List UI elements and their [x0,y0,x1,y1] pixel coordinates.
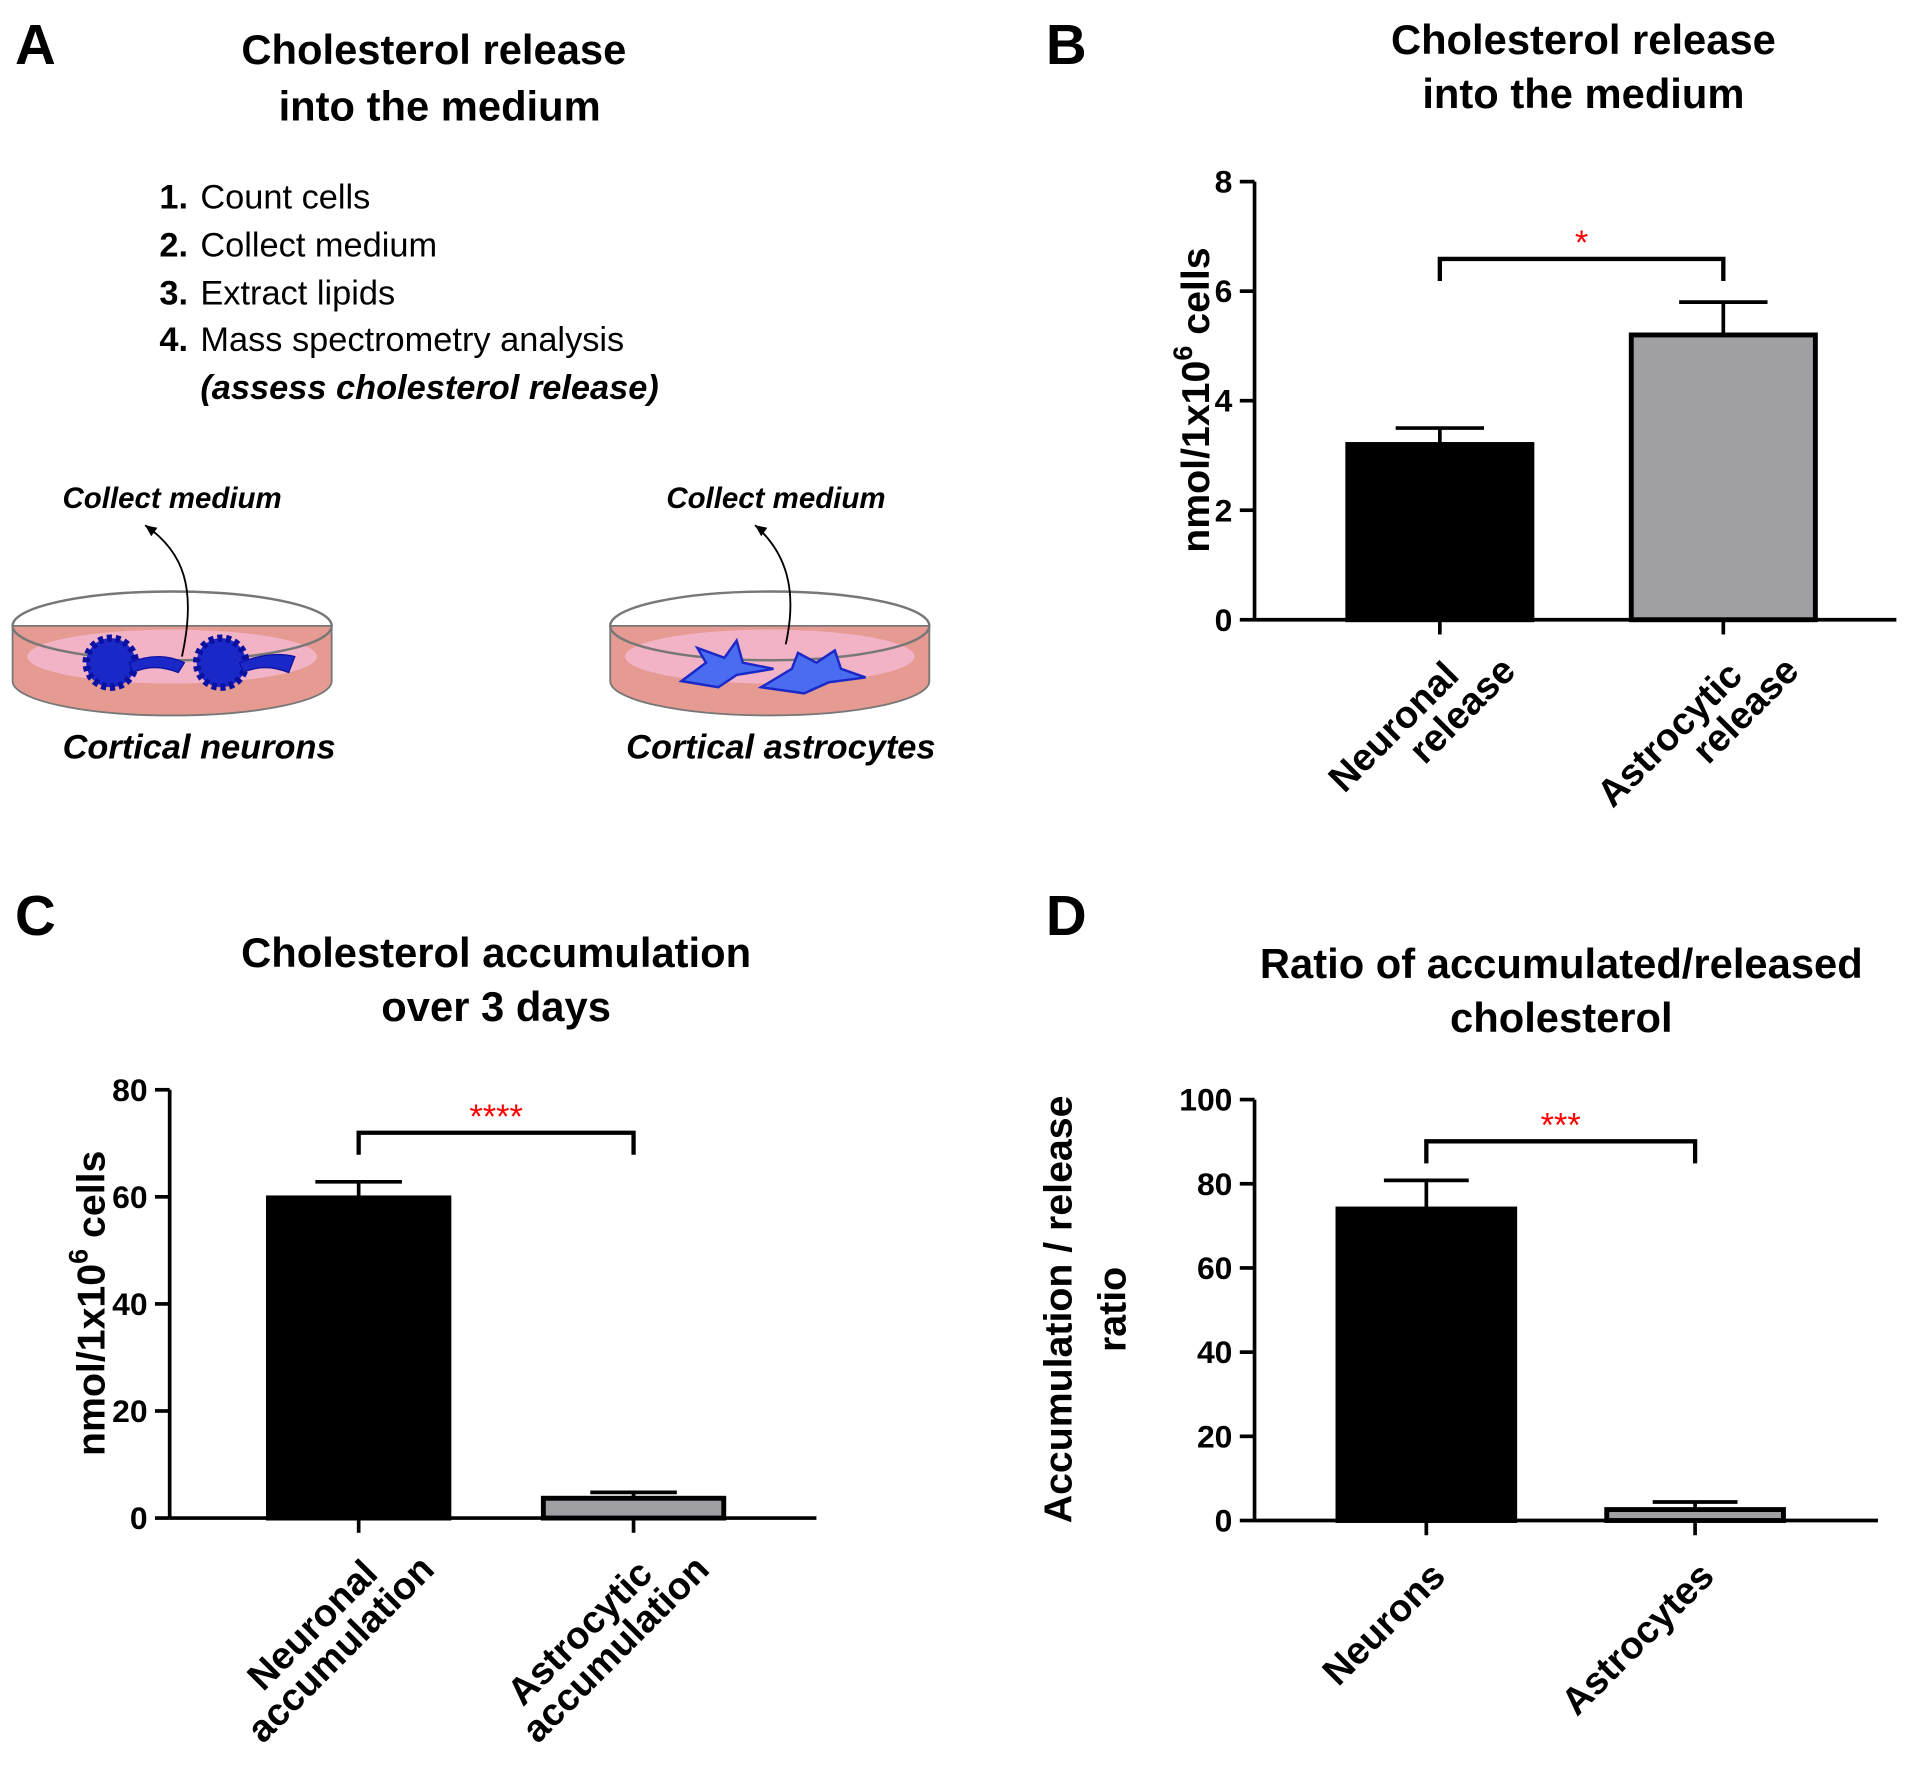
step-number: 1. [159,179,188,217]
significance-bracket [1424,1139,1698,1164]
chart-title: Ratio of accumulated/released cholesterol [1260,940,1863,1041]
step-number: 4. [159,321,188,359]
y-tick-label: 60 [112,1179,147,1215]
step-note: (assess cholesterol release) [200,369,658,407]
y-tick-label: 0 [1215,1503,1233,1539]
y-label-line: Accumulation / release [1037,1096,1081,1524]
title-line: cholesterol [1450,994,1673,1041]
title-line: into the medium [279,82,601,129]
y-tick-label: 100 [1179,1082,1232,1118]
y-axis-label: Accumulation / release ratio [1037,1096,1135,1524]
y-label-suffix: cells [70,1151,114,1249]
title-line: Cholesterol accumulation [241,929,751,976]
x-tick-label: Neurons [1315,1555,1454,1694]
y-tick-label: 60 [1197,1250,1232,1286]
y-tick-label: 0 [1215,602,1233,638]
step-text: Collect medium [200,226,437,264]
x-tick-label: Astrocytes [1554,1555,1723,1724]
title-line: Ratio of accumulated/released [1260,940,1863,987]
dish-label: Cortical neurons [63,728,336,766]
y-axis-label: nmol/1x106 cells [63,1151,113,1456]
y-tick-label: 6 [1215,273,1233,309]
steps: 1. Count cells 2. Collect medium 3. Extr… [159,179,658,407]
step-text: Extract lipids [200,274,395,312]
step-number: 2. [159,226,188,264]
y-label-sup: 6 [63,1249,93,1264]
bar [540,1495,727,1521]
y-tick-label: 20 [1197,1418,1232,1454]
y-label-suffix: cells [1174,247,1218,345]
dish-label: Cortical astrocytes [626,728,935,766]
y-label-line: nmol/1x10 [1174,361,1218,553]
dish [11,524,333,717]
y-tick-label: 80 [1197,1166,1232,1202]
y-tick-label: 4 [1215,383,1233,419]
y-axis-label: nmol/1x106 cells [1168,247,1218,552]
panel-label: D [1046,884,1087,947]
significance-label: *** [1541,1106,1581,1144]
y-label-sup: 6 [1168,346,1198,361]
y-tick-label: 2 [1215,492,1233,528]
y-tick-label: 0 [130,1500,148,1536]
panel-title: Cholesterol release into the medium [241,26,638,129]
x-label-line: Neurons [1315,1555,1454,1694]
dish [609,524,931,717]
bar [266,1195,452,1521]
title-line: over 3 days [381,983,611,1030]
title-line: Cholesterol release [241,26,626,73]
panel-label: A [15,13,56,76]
x-tick-label: Astrocyticrelease [1589,624,1807,842]
dish-action: Collect medium [666,482,885,515]
dish-action: Collect medium [63,482,282,515]
x-label-line: Astrocytes [1554,1555,1723,1724]
bar [1335,1206,1518,1523]
significance-label: * [1575,224,1588,262]
x-tick-label: Neuronalrelease [1321,624,1524,827]
y-tick-label: 40 [112,1286,147,1322]
step-text: Count cells [200,179,370,217]
significance-label: **** [469,1098,523,1136]
bar [1628,332,1818,623]
x-tick-label: Astrocyticaccumulation [488,1522,717,1751]
y-tick-label: 20 [112,1393,147,1429]
panel-label: C [15,884,56,947]
significance-bracket [356,1130,636,1155]
y-tick-label: 40 [1197,1334,1232,1370]
title-line: Cholesterol release [1391,16,1776,63]
step-number: 3. [159,274,188,312]
bar [1604,1507,1786,1523]
y-label-line: ratio [1091,1267,1135,1352]
y-label-line: nmol/1x10 [70,1264,114,1456]
y-tick-label: 8 [1215,164,1233,200]
y-tick-label: 80 [112,1072,147,1108]
chart-title: Cholesterol accumulation over 3 days [241,929,751,1030]
title-line: into the medium [1422,70,1744,117]
x-tick-label: Neuronalaccumulation [214,1522,443,1751]
significance-bracket [1437,256,1726,282]
bar [1345,442,1535,623]
panel-label: B [1046,13,1087,76]
chart-title: Cholesterol release into the medium [1391,16,1776,117]
step-text: Mass spectrometry analysis [200,321,624,359]
